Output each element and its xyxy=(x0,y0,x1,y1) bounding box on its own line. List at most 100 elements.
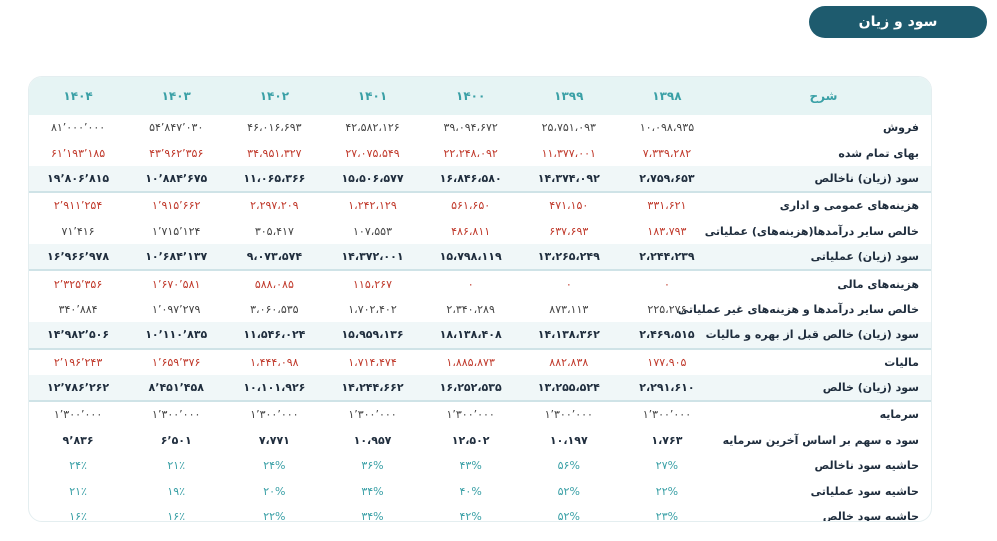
row-label: مالیات xyxy=(884,355,919,369)
page-title: سود و زیان xyxy=(809,6,987,38)
table-cell: ۱۴،۳۷۲،۰۰۱ xyxy=(323,243,422,272)
table-cell: ۴۳٬۹۶۲٬۳۵۶ xyxy=(149,146,204,160)
table-cell: ۱۰،۹۵۷ xyxy=(353,433,392,447)
row-label: سود (زیان) خالص xyxy=(716,374,931,403)
table-cell: ۸۷۳،۱۱۳ xyxy=(549,302,589,316)
table-cell: ۵۴٬۸۴۷٬۰۳۰ xyxy=(149,121,204,135)
table-cell: ۶۳۷،۶۹۳ xyxy=(549,224,589,238)
table-cell: ۵۲% xyxy=(557,484,580,498)
row-label: هزینه‌های مالی xyxy=(837,277,919,291)
table-cell: ۲۰% xyxy=(263,484,286,498)
table-row: سود (زیان) خالص ۲،۲۹۱،۶۱۰ ۱۳،۲۵۵،۵۲۴ ۱۶،۲۵۲… xyxy=(29,374,931,403)
table-cell: ۱،۷۶۳ xyxy=(651,433,683,447)
table-cell: ۴۸۶،۸۱۱ xyxy=(451,224,491,238)
table-cell: ۲۷% xyxy=(655,459,679,473)
table-cell: ۲٬۹۱۱٬۲۵۴ xyxy=(53,199,103,213)
row-label: خالص سایر درآمدها و هزینه‌های غیر عملیات… xyxy=(677,302,919,316)
table-cell: ۱،۷۰۲،۴۰۲ xyxy=(348,302,397,316)
table-cell: ۴۲% xyxy=(459,510,482,522)
table-cell: ۱۱،۵۴۶،۰۲۴ xyxy=(225,322,324,350)
table-row: سود (زیان) عملیاتی ۲،۲۴۴،۲۳۹ ۱۳،۲۶۵،۲۴۹ ۱۵،… xyxy=(29,243,931,272)
table-cell: ۲۴٪ xyxy=(69,459,87,473)
table-row: هزینه‌های عمومی و اداری ۳۳۱،۶۲۱ ۴۷۱،۱۵۰ ۵۶۱… xyxy=(29,192,931,218)
table-cell: ۱۲٬۷۸۶٬۲۶۲ xyxy=(29,374,128,403)
table-cell: ۶٬۵۰۱ xyxy=(160,433,192,447)
table-cell: ۱۹٪ xyxy=(167,484,186,498)
table-cell: ۱۰،۱۹۷ xyxy=(549,433,588,447)
header-year: ۱۴۰۴ xyxy=(29,77,128,115)
table-cell: ۴۶،۰۱۶،۶۹۳ xyxy=(247,121,302,135)
table-cell: ۱٬۳۰۰٬۰۰۰ xyxy=(250,408,299,422)
table-cell: ۱۵،۵۰۶،۵۷۷ xyxy=(323,165,422,194)
header-year: ۱۳۹۸ xyxy=(617,77,716,115)
row-label: سرمایه xyxy=(879,408,919,422)
table-cell: ۸۱٬۰۰۰٬۰۰۰ xyxy=(50,121,106,135)
table-cell: ۳۹،۰۹۴،۶۷۲ xyxy=(443,121,498,135)
header-desc: شرح xyxy=(716,77,931,115)
income-statement-table: شرح ۱۳۹۸ ۱۳۹۹ ۱۴۰۰ ۱۴۰۱ ۱۴۰۲ ۱۴۰۳ ۱۴۰۴ ف… xyxy=(29,77,931,522)
table-cell: ۱۴٬۹۸۲٬۵۰۶ xyxy=(29,322,128,350)
row-label: سود ه سهم بر اساس آخرین سرمایه xyxy=(722,433,919,447)
table-cell: ۱،۷۱۴،۴۷۴ xyxy=(348,355,397,369)
table-cell: ۵۲% xyxy=(557,510,580,522)
row-label: حاشیه سود ناخالص xyxy=(814,459,919,473)
table-cell: ۷،۳۳۹،۲۸۲ xyxy=(642,146,692,160)
table-row: حاشیه سود ناخالص ۲۷% ۵۶% ۴۳% ۳۶% ۲۴% ۲۱٪ ۲۴٪ xyxy=(29,453,931,478)
table-cell: ۳۳۱،۶۲۱ xyxy=(647,199,687,213)
header-year: ۱۴۰۰ xyxy=(421,77,520,115)
table-cell: ۰ xyxy=(565,277,572,291)
table-cell: ۲۵،۷۵۱،۰۹۳ xyxy=(541,121,596,135)
table-cell: ۰ xyxy=(663,277,670,291)
row-label: حاشیه سود عملیاتی xyxy=(810,484,919,498)
table-cell: ۲،۷۵۹،۶۵۳ xyxy=(617,165,716,194)
table-cell: ۴۰% xyxy=(459,484,482,498)
table-cell: ۱٬۳۰۰٬۰۰۰ xyxy=(544,408,593,422)
table-cell: ۱۴،۳۷۴،۰۹۲ xyxy=(519,165,618,194)
table-cell: ۱۶٪ xyxy=(69,510,87,522)
table-cell: ۹٬۸۳۶ xyxy=(62,433,94,447)
table-cell: ۱٬۳۰۰٬۰۰۰ xyxy=(348,408,397,422)
table-row: سود (زیان) ناخالص ۲،۷۵۹،۶۵۳ ۱۴،۳۷۴،۰۹۲ ۱۶،۸… xyxy=(29,165,931,194)
table-cell: ۲٬۱۹۶٬۲۴۳ xyxy=(53,355,103,369)
table-cell: ۱۰،۱۰۱،۹۲۶ xyxy=(225,374,324,403)
table-row: هزینه‌های مالی ۰ ۰ ۰ ۱۱۵،۲۶۷ ۵۸۸،۰۸۵ ۱٬۶۷۰٬۵۸۱… xyxy=(29,270,931,296)
table-cell: ۱۰٬۶۸۴٬۱۳۷ xyxy=(127,243,226,272)
table-cell: ۱۸۳،۷۹۳ xyxy=(647,224,687,238)
table-cell: ۲،۲۹۷،۲۰۹ xyxy=(250,199,299,213)
table-cell: ۴۳% xyxy=(459,459,482,473)
table-cell: ۱۴،۲۴۴،۶۶۲ xyxy=(323,374,422,403)
table-row: خالص سایر درآمدها و هزینه‌های غیر عملیات… xyxy=(29,297,931,322)
row-label: حاشیه سود خالص xyxy=(822,510,919,522)
table-cell: ۱۳،۲۵۵،۵۲۴ xyxy=(519,374,618,403)
income-statement-card: شرح ۱۳۹۸ ۱۳۹۹ ۱۴۰۰ ۱۴۰۱ ۱۴۰۲ ۱۴۰۳ ۱۴۰۴ ف… xyxy=(28,76,932,522)
table-row: حاشیه سود عملیاتی ۲۲% ۵۲% ۴۰% ۳۴% ۲۰% ۱۹٪ ۲۱٪ xyxy=(29,478,931,503)
table-cell: ۱٬۰۹۷٬۲۷۹ xyxy=(152,302,201,316)
table-cell: ۲،۳۴۰،۲۸۹ xyxy=(446,302,495,316)
header-year: ۱۳۹۹ xyxy=(519,77,618,115)
table-cell: ۱٬۳۰۰٬۰۰۰ xyxy=(446,408,495,422)
header-year: ۱۴۰۳ xyxy=(127,77,226,115)
table-cell: ۱۶٪ xyxy=(167,510,186,522)
table-cell: ۱٬۳۰۰٬۰۰۰ xyxy=(642,408,692,422)
table-cell: ۱۰٬۸۸۴٬۶۷۵ xyxy=(127,165,226,194)
table-cell: ۱،۸۸۵،۸۷۳ xyxy=(446,355,495,369)
table-row: سرمایه ۱٬۳۰۰٬۰۰۰ ۱٬۳۰۰٬۰۰۰ ۱٬۳۰۰٬۰۰۰ ۱٬۳۰۰٬۰… xyxy=(29,401,931,427)
table-cell: ۲٬۳۲۵٬۳۵۶ xyxy=(53,277,103,291)
table-cell: ۲۴% xyxy=(263,459,286,473)
table-cell: ۱۴،۱۳۸،۳۶۲ xyxy=(519,322,618,350)
table-cell: ۱۰۷،۵۵۳ xyxy=(353,224,392,238)
table-cell: ۷۱٬۴۱۶ xyxy=(61,224,95,238)
table-cell: ۲۱٪ xyxy=(167,459,186,473)
table-cell: ۳۶% xyxy=(361,459,384,473)
table-cell: ۲،۴۶۹،۵۱۵ xyxy=(617,322,716,350)
row-label: هزینه‌های عمومی و اداری xyxy=(779,199,919,213)
header-year: ۱۴۰۲ xyxy=(225,77,324,115)
row-label: سود (زیان) خالص قبل از بهره و مالیات xyxy=(706,322,931,350)
table-cell: ۱۶،۲۵۲،۵۳۵ xyxy=(421,374,520,403)
table-cell: ۱٬۷۱۵٬۱۲۴ xyxy=(152,224,201,238)
table-cell: ۸۸۲،۸۳۸ xyxy=(549,355,589,369)
table-row: سود ه سهم بر اساس آخرین سرمایه ۱،۷۶۳ ۱۰،۱۹… xyxy=(29,428,931,453)
table-cell: ۱۶،۸۴۶،۵۸۰ xyxy=(421,165,520,194)
table-row: مالیات ۱۷۷،۹۰۵ ۸۸۲،۸۳۸ ۱،۸۸۵،۸۷۳ ۱،۷۱۴،۴۷۴ ۱،… xyxy=(29,349,931,375)
table-header-row: شرح ۱۳۹۸ ۱۳۹۹ ۱۴۰۰ ۱۴۰۱ ۱۴۰۲ ۱۴۰۳ ۱۴۰۴ xyxy=(29,77,931,115)
